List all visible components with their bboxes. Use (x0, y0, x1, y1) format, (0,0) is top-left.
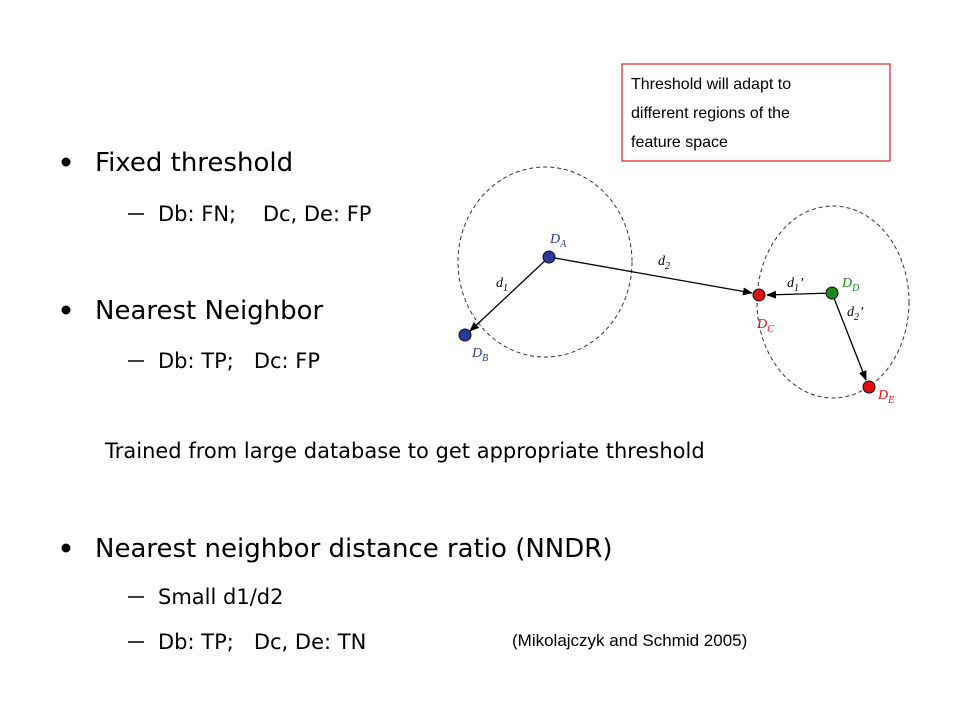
label-base: D (471, 346, 482, 361)
arrow (548, 256, 753, 296)
edge-label: d2’ (847, 305, 864, 323)
label-base: D (756, 317, 767, 332)
callout-line: Threshold will adapt to (631, 76, 791, 93)
node (825, 286, 839, 300)
node-label: DD (841, 276, 860, 294)
label-sub: 1 (503, 283, 508, 294)
bullet-text: Fixed threshold (95, 148, 293, 178)
edge-label: d1 (496, 276, 508, 294)
edge-label: d2 (658, 254, 670, 272)
label-base: D (877, 388, 888, 403)
label-base: D (841, 276, 852, 291)
sub-bullet: Db: TP; Dc: FP (158, 349, 320, 373)
label-sub: B (482, 353, 488, 364)
label-sub: E (887, 395, 894, 406)
label-base: D (549, 232, 560, 247)
bullet (61, 305, 71, 315)
bullet (61, 543, 71, 553)
node (862, 380, 876, 394)
label-base: d (847, 305, 855, 320)
diagram: DA DB DC DD DE d1 d2 d1’ d2’ (457, 166, 910, 406)
threshold-circle (457, 166, 633, 358)
node (542, 250, 556, 264)
citation: (Mikolajczyk and Schmid 2005) (512, 631, 747, 650)
node-label: DC (756, 317, 774, 335)
arrow (469, 256, 550, 332)
label-base: d (787, 276, 795, 291)
label-sub: A (559, 239, 567, 250)
threshold-circle (756, 205, 910, 399)
label-sub: D (851, 283, 860, 294)
bullet-text: Nearest neighbor distance ratio (NNDR) (95, 534, 612, 564)
sub-bullet: Small d1/d2 (158, 585, 283, 609)
arrow (831, 292, 867, 381)
node (752, 288, 766, 302)
edge-label: d1’ (787, 276, 804, 294)
sub-bullet: Db: FN; Dc, De: FP (158, 202, 371, 226)
node-label: DB (471, 346, 488, 364)
label-sub: 2 (665, 261, 670, 272)
callout-line: feature space (631, 134, 728, 151)
bullet (61, 157, 71, 167)
callout-line: different regions of the (631, 105, 790, 122)
sub-bullet: Db: TP; Dc, De: TN (158, 630, 366, 654)
bullet-text: Nearest Neighbor (95, 296, 324, 326)
callout-box (621, 63, 891, 162)
label-sub: 1 (794, 283, 799, 294)
label-base: d (496, 276, 504, 291)
label-sub: 2 (854, 312, 859, 323)
node (458, 328, 472, 342)
node-label: DA (549, 232, 567, 250)
label-suffix: ’ (799, 276, 804, 291)
label-base: d (658, 254, 666, 269)
note: Trained from large database to get appro… (104, 439, 705, 463)
node-label: DE (877, 388, 894, 406)
label-suffix: ’ (859, 305, 864, 320)
label-sub: C (767, 324, 774, 335)
arrow (766, 290, 833, 299)
